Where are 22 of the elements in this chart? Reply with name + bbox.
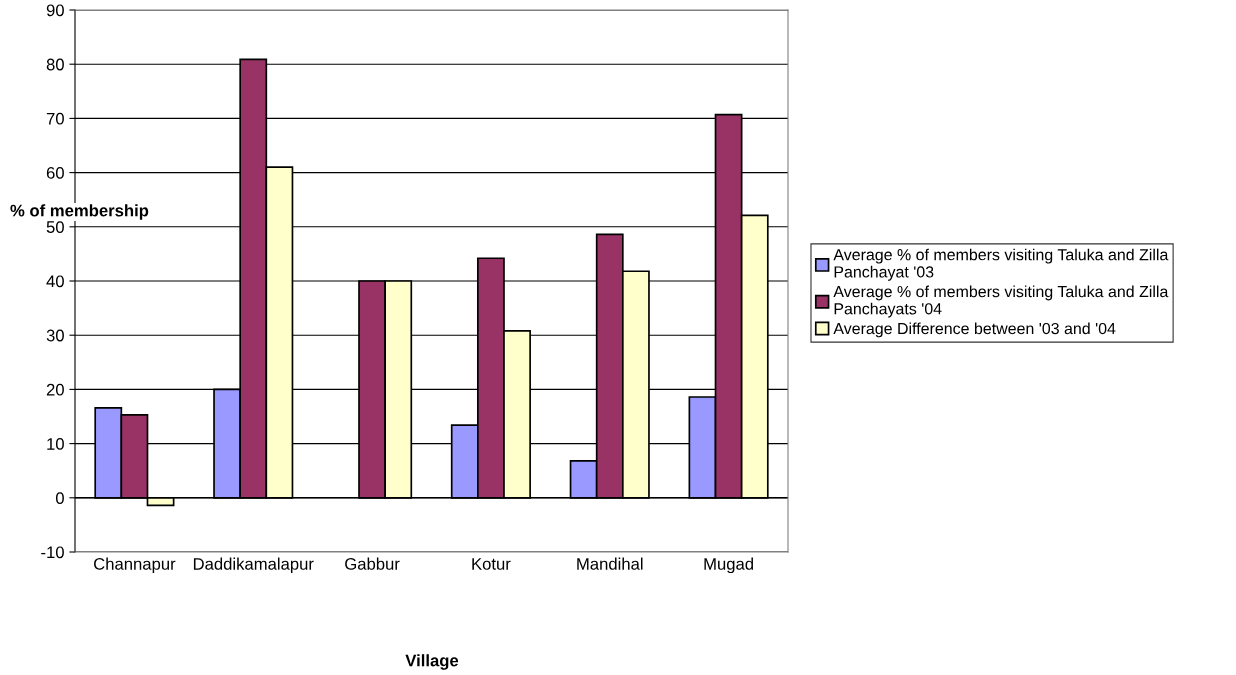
x-tick-label: Mugad <box>704 557 753 574</box>
x-tick-label: Mandihal <box>577 557 643 570</box>
y-axis-title: % of membership <box>10 204 149 220</box>
legend-label: Average Difference between '03 and '04 <box>833 322 1116 338</box>
x-tick-label: Channapur <box>94 557 176 574</box>
y-tick-label: 50 <box>46 221 64 233</box>
x-tick-label: Kotur <box>472 558 511 570</box>
y-tick-label: 20 <box>46 383 64 396</box>
y-tick-label: 80 <box>46 58 64 71</box>
y-tick-label: 70 <box>46 112 64 125</box>
x-tick-label: Gabbur <box>345 557 400 570</box>
y-tick-label: 30 <box>46 329 64 342</box>
y-tick-label: 10 <box>47 438 64 450</box>
x-tick-label: Daddikamalapur <box>193 557 314 574</box>
legend-label: Average % of members visiting Taluka and Zilla Panchayats '04 <box>833 285 1169 318</box>
y-tick-label: -10 <box>41 546 64 559</box>
legend-label: Average % of members visiting Taluka and Zilla Panchayat '03 <box>833 248 1169 281</box>
y-tick-label: 90 <box>46 4 64 17</box>
y-tick-label: 0 <box>55 492 64 504</box>
x-axis-title: Village <box>405 654 459 670</box>
y-tick-label: 40 <box>46 275 64 288</box>
y-tick-label: 60 <box>46 167 64 179</box>
